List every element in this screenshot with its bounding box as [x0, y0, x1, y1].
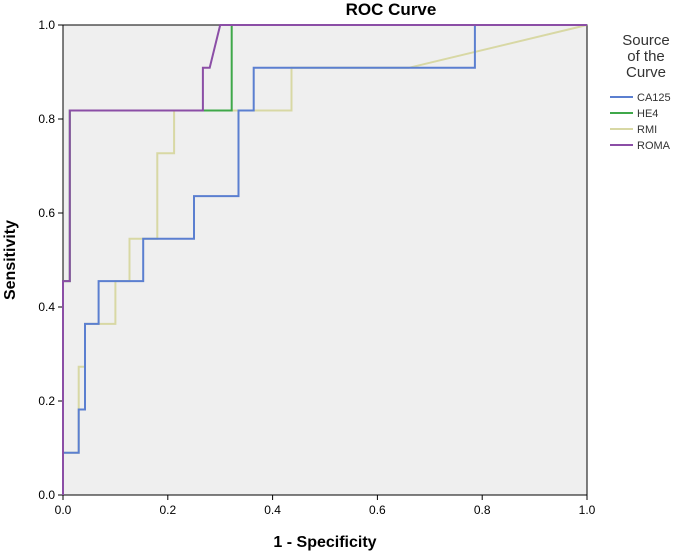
legend-label-rmi: RMI	[637, 124, 657, 136]
x-axis-ticks: 0.0 0.2 0.4 0.6 0.8 1.0	[55, 495, 596, 517]
y-tick-label: 0.4	[38, 300, 55, 314]
legend: Source of the Curve CA125 HE4 RMI ROMA	[610, 32, 671, 152]
y-tick-label: 0.2	[38, 394, 55, 408]
x-tick-label: 0.8	[474, 503, 491, 517]
y-tick-label: 0.6	[38, 206, 55, 220]
y-tick-label: 1.0	[38, 18, 55, 32]
legend-label-roma: ROMA	[637, 140, 671, 152]
y-axis-ticks: 0.0 0.2 0.4 0.6 0.8 1.0	[38, 18, 63, 502]
legend-items: CA125 HE4 RMI ROMA	[610, 92, 671, 152]
x-tick-label: 0.0	[55, 503, 72, 517]
legend-title-line-3: Curve	[626, 64, 666, 81]
x-tick-label: 0.4	[264, 503, 281, 517]
plot-area	[62, 24, 588, 496]
chart-title: ROC Curve	[346, 0, 437, 19]
y-tick-label: 0.8	[38, 112, 55, 126]
legend-label-he4: HE4	[637, 108, 658, 120]
x-tick-label: 0.2	[159, 503, 176, 517]
legend-title-line-1: Source	[622, 32, 670, 49]
series-line-rmi	[62, 24, 588, 495]
legend-title-line-2: of the	[627, 48, 665, 65]
series-line-ca125	[62, 24, 587, 495]
x-tick-label: 1.0	[579, 503, 596, 517]
y-axis-label: Sensitivity	[2, 220, 19, 300]
y-tick-label: 0.0	[38, 488, 55, 502]
x-tick-label: 0.6	[369, 503, 386, 517]
series-line-roma	[62, 24, 587, 495]
legend-label-ca125: CA125	[637, 92, 671, 104]
series-lines	[62, 24, 588, 495]
x-axis-label: 1 - Specificity	[273, 534, 376, 551]
